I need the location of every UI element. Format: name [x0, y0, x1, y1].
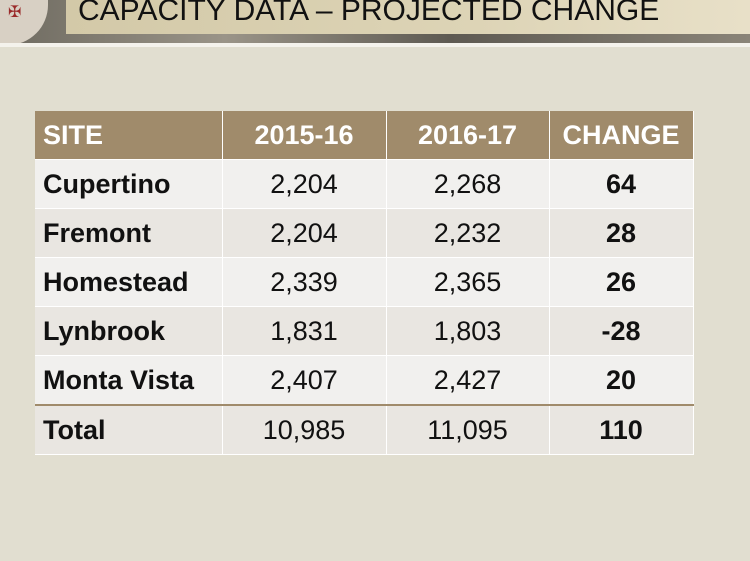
title-box — [66, 0, 750, 34]
site-cell: Homestead — [35, 257, 223, 307]
value-cell: 2,365 — [386, 257, 550, 307]
value-cell: 11,095 — [386, 404, 550, 455]
change-cell: 110 — [549, 404, 694, 455]
site-cell: Monta Vista — [35, 355, 223, 406]
table-row: Homestead 2,339 2,365 26 — [35, 257, 694, 307]
site-cell: Total — [35, 404, 223, 455]
table-row: Cupertino 2,204 2,268 64 — [35, 159, 694, 209]
value-cell: 2,268 — [386, 159, 550, 209]
divider — [0, 43, 750, 47]
value-cell: 2,427 — [386, 355, 550, 406]
change-cell: 20 — [549, 355, 694, 406]
value-cell: 10,985 — [222, 404, 387, 455]
value-cell: 2,407 — [222, 355, 387, 406]
slide-title: CAPACITY DATA – PROJECTED CHANGE — [78, 0, 660, 27]
value-cell: 2,232 — [386, 208, 550, 258]
capacity-table: SITE 2015-16 2016-17 CHANGE Cupertino 2,… — [35, 111, 694, 455]
header-2015-16: 2015-16 — [222, 111, 387, 160]
change-cell: 26 — [549, 257, 694, 307]
header-row: SITE 2015-16 2016-17 CHANGE — [35, 111, 694, 160]
value-cell: 1,803 — [386, 306, 550, 356]
table-row: Monta Vista 2,407 2,427 20 — [35, 355, 694, 406]
table-row: Lynbrook 1,831 1,803 -28 — [35, 306, 694, 356]
value-cell: 2,339 — [222, 257, 387, 307]
total-row: Total 10,985 11,095 110 — [35, 404, 694, 455]
site-cell: Cupertino — [35, 159, 223, 209]
header-site: SITE — [35, 111, 223, 160]
header-change: CHANGE — [549, 111, 694, 160]
header-2016-17: 2016-17 — [386, 111, 550, 160]
change-cell: 64 — [549, 159, 694, 209]
value-cell: 2,204 — [222, 208, 387, 258]
change-cell: 28 — [549, 208, 694, 258]
site-cell: Fremont — [35, 208, 223, 258]
change-cell: -28 — [549, 306, 694, 356]
site-cell: Lynbrook — [35, 306, 223, 356]
seal-icon: ✠ — [8, 4, 22, 21]
table-row: Fremont 2,204 2,232 28 — [35, 208, 694, 258]
value-cell: 1,831 — [222, 306, 387, 356]
value-cell: 2,204 — [222, 159, 387, 209]
